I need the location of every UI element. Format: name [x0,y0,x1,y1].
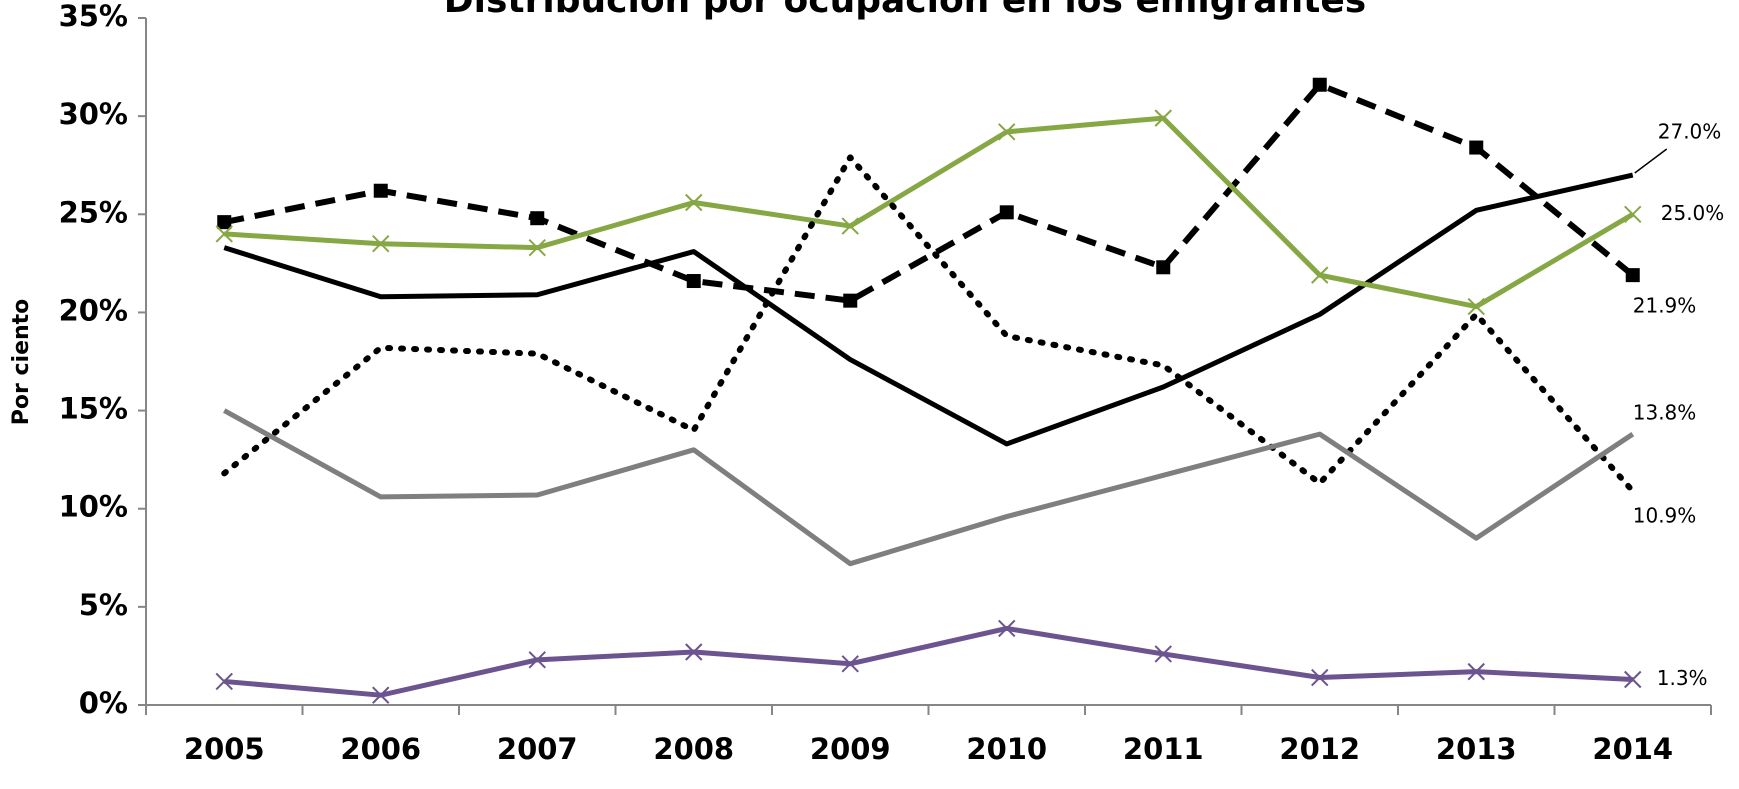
marker [373,183,388,198]
x-tick-label: 2010 [966,732,1047,766]
series-line [224,625,1633,698]
marker [843,293,858,308]
leader-line [1634,148,1668,174]
marker [1154,645,1172,663]
y-tick-label: 0% [79,686,128,720]
y-tick-label: 5% [79,588,128,622]
marker [1625,268,1640,283]
marker [999,205,1014,220]
y-tick-label: 10% [59,490,128,524]
marker [1624,670,1642,689]
marker [841,655,859,673]
marker [685,193,703,212]
marker [1156,260,1171,275]
marker [1467,662,1485,681]
value-label: 13.8% [1633,401,1697,425]
series-line [221,154,1636,495]
y-tick-label: 35% [59,0,128,33]
marker [215,225,233,243]
y-tick-label: 15% [59,392,128,426]
y-tick-label: 25% [59,195,128,229]
marker [215,672,233,691]
marker [217,215,232,230]
marker [1311,266,1329,284]
x-tick-label: 2014 [1592,732,1673,766]
marker [998,619,1016,638]
marker [1467,297,1485,316]
marker [841,217,859,235]
marker [686,274,701,289]
chart-title: Distribución por ocupación en los emigra… [444,0,1366,21]
x-tick-label: 2007 [497,732,578,766]
value-label: 27.0% [1658,120,1722,144]
marker [998,123,1016,141]
marker [528,238,546,257]
x-tick-label: 2012 [1279,732,1360,766]
marker [1469,140,1484,155]
value-label: 10.9% [1633,504,1697,528]
value-label: 1.3% [1657,666,1708,690]
marker [528,651,546,669]
y-tick-label: 20% [59,293,128,327]
series-line [223,408,1635,567]
series-line [223,172,1634,447]
marker [1311,668,1329,687]
x-tick-label: 2006 [340,732,421,766]
value-label: 21.9% [1633,294,1697,318]
series-line [223,81,1635,304]
x-tick-label: 2005 [184,732,265,766]
marker [1312,77,1327,92]
marker [530,211,545,226]
marker [1624,205,1642,223]
y-axis-label: Por ciento [9,299,34,426]
marker [372,686,390,704]
x-tick-label: 2011 [1123,732,1204,766]
marker [372,235,390,253]
x-tick-label: 2009 [810,732,891,766]
series-line [224,115,1635,310]
y-tick-label: 30% [59,97,128,131]
x-tick-label: 2013 [1436,732,1517,766]
value-label: 25.0% [1661,201,1725,225]
marker [685,643,703,661]
marker [1154,109,1172,127]
x-tick-label: 2008 [653,732,734,766]
